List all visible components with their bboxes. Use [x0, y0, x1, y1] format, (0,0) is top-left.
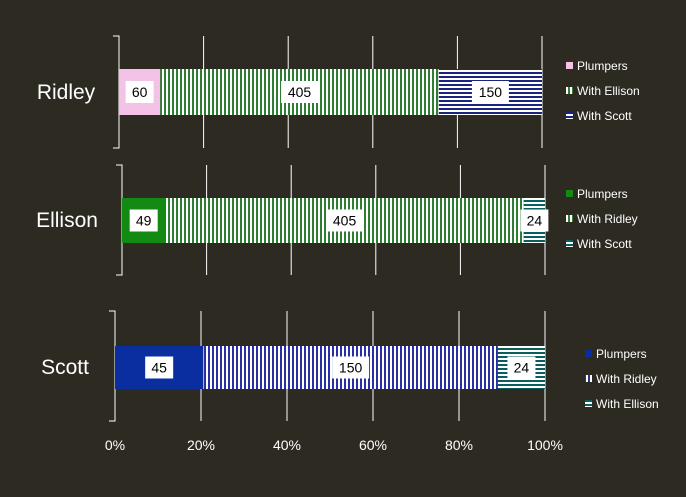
- data-label: 405: [333, 213, 357, 229]
- legend-label: Plumpers: [577, 187, 628, 201]
- legend-label: With Ellison: [596, 397, 659, 411]
- category-axis: [113, 35, 120, 149]
- data-label-box: [281, 81, 319, 103]
- data-label-box: [129, 209, 158, 232]
- data-label-box: [520, 209, 549, 232]
- legend-swatch: [566, 62, 573, 69]
- legend-label: With Scott: [577, 237, 632, 251]
- category-label-ellison: Ellison: [36, 209, 98, 232]
- data-label: 150: [479, 84, 503, 100]
- legend-label: Plumpers: [596, 347, 647, 361]
- legend-swatch: [566, 215, 573, 222]
- category-axis: [116, 164, 123, 276]
- data-label: 24: [514, 360, 530, 376]
- legend-swatch: [585, 350, 592, 357]
- legend-swatch: [585, 375, 592, 382]
- category-label-scott: Scott: [41, 356, 89, 379]
- category-label-ridley: Ridley: [37, 81, 96, 104]
- data-label-box: [125, 81, 154, 103]
- legend-swatch: [566, 190, 573, 197]
- data-label-box: [332, 356, 370, 379]
- legend-swatch: [566, 240, 573, 247]
- data-label: 45: [151, 360, 167, 376]
- data-label: 60: [132, 84, 148, 100]
- data-label-box: [326, 209, 364, 232]
- data-label: 150: [339, 360, 363, 376]
- data-label: 49: [136, 213, 152, 229]
- data-label-box: [471, 81, 509, 103]
- legends: Plumpers With Ellison With Scott Plumpers Wi…: [566, 59, 659, 411]
- x-tick-label: 20%: [187, 437, 215, 453]
- legend-label: With Scott: [577, 109, 632, 123]
- x-tick-label: 100%: [527, 437, 563, 453]
- legend-swatch: [585, 400, 592, 407]
- bars: Ridley 60 405 150 Ellison 49 405 24 Scott 45 150 24: [36, 69, 549, 389]
- data-label-box: [145, 356, 174, 379]
- legend-swatch: [566, 112, 573, 119]
- x-tick-label: 80%: [445, 437, 473, 453]
- legend-label: With Ridley: [596, 372, 657, 386]
- legend-label: With Ellison: [577, 84, 640, 98]
- x-tick-label: 40%: [273, 437, 301, 453]
- x-tick-label: 0%: [105, 437, 125, 453]
- category-axis: [109, 310, 116, 422]
- data-label-box: [507, 356, 536, 379]
- data-label: 405: [288, 84, 312, 100]
- x-axis-ticks: 0% 20% 40% 60% 80% 100%: [105, 437, 563, 453]
- x-tick-label: 60%: [359, 437, 387, 453]
- legend-label: With Ridley: [577, 212, 638, 226]
- legend-label: Plumpers: [577, 59, 628, 73]
- data-label: 24: [527, 213, 543, 229]
- legend-swatch: [566, 87, 573, 94]
